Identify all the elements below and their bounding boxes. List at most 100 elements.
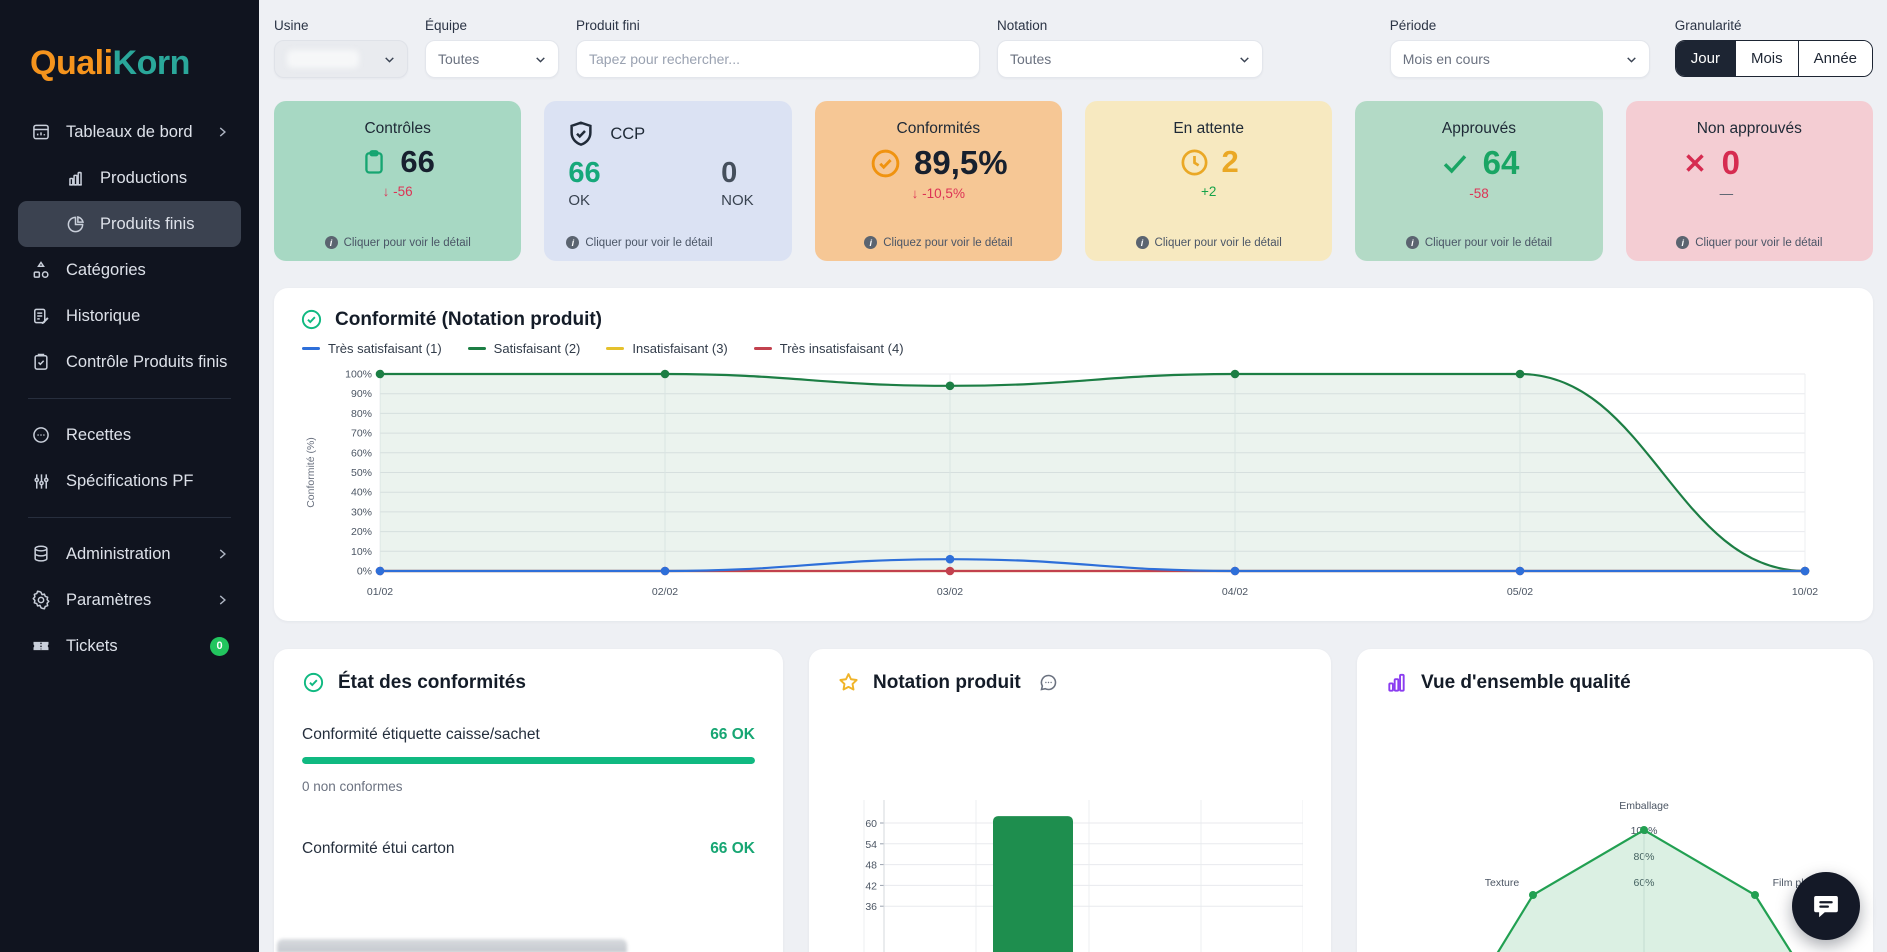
- periode-selected-value: Mois en cours: [1403, 51, 1490, 67]
- dashboard-icon: [30, 121, 52, 143]
- legend-swatch: [302, 347, 320, 351]
- sidebar-item-tickets[interactable]: Tickets 0: [18, 623, 241, 669]
- sidebar-item-historique[interactable]: Historique: [18, 293, 241, 339]
- chevron-right-icon: [215, 547, 229, 561]
- legend-swatch: [754, 347, 772, 351]
- chat-icon: [1811, 891, 1841, 921]
- bottom-cards-row: État des conformités Conformité étiquett…: [274, 649, 1873, 952]
- kpi-title: Non approuvés: [1697, 120, 1802, 138]
- svg-text:36: 36: [865, 901, 877, 913]
- sidebar-item-productions[interactable]: Productions: [18, 155, 241, 201]
- chat-fab-button[interactable]: [1792, 872, 1860, 940]
- sidebar-item-label: Contrôle Produits finis: [66, 353, 229, 372]
- chevron-right-icon: [215, 593, 229, 607]
- legend-item: Très satisfaisant (1): [302, 341, 442, 356]
- sidebar-item-label: Tickets: [66, 637, 196, 656]
- quality-radar-chart: Emballage100%80%60%TextureFilm plastique: [1385, 786, 1845, 952]
- svg-text:10%: 10%: [351, 546, 372, 558]
- etat-conformites-panel: État des conformités Conformité étiquett…: [274, 649, 783, 952]
- equipe-select[interactable]: Toutes: [425, 40, 559, 78]
- filter-bar: Usine Équipe Toutes Produit fini Notatio…: [274, 18, 1873, 78]
- svg-text:30%: 30%: [351, 506, 372, 518]
- info-icon: i: [1406, 236, 1419, 249]
- x-icon: [1680, 148, 1710, 178]
- logo-part-1: Quali: [30, 44, 113, 82]
- svg-text:100%: 100%: [345, 369, 372, 381]
- badge-check-icon: [300, 308, 323, 331]
- kpi-card-en-attente[interactable]: En attente 2 +2 iCliquer pour voir le dé…: [1085, 101, 1332, 261]
- main-content: Usine Équipe Toutes Produit fini Notatio…: [259, 0, 1887, 952]
- kpi-card-approuves[interactable]: Approuvés 64 -58 iCliquer pour voir le d…: [1355, 101, 1602, 261]
- sidebar-item-parametres[interactable]: Paramètres: [18, 577, 241, 623]
- svg-text:60%: 60%: [351, 447, 372, 459]
- sidebar: QualiKorn Tableaux de bord Productions P…: [0, 0, 259, 952]
- filter-equipe: Équipe Toutes: [425, 18, 559, 78]
- svg-text:04/02: 04/02: [1222, 586, 1248, 598]
- kpi-title: Conformités: [897, 120, 981, 138]
- granularite-option-annee[interactable]: Année: [1798, 41, 1872, 76]
- info-icon: i: [325, 236, 338, 249]
- check-circle-icon: [869, 147, 902, 180]
- granularite-label: Granularité: [1675, 18, 1873, 33]
- svg-text:60: 60: [865, 818, 877, 830]
- sidebar-item-tableaux-de-bord[interactable]: Tableaux de bord: [18, 109, 241, 155]
- equipe-selected-value: Toutes: [438, 51, 479, 67]
- kpi-title: CCP: [610, 125, 645, 144]
- filter-right-group: Période Mois en cours Granularité Jour M…: [1390, 18, 1873, 78]
- kpi-delta: -58: [1469, 186, 1489, 201]
- message-dots-icon: [30, 424, 52, 446]
- granularite-option-jour[interactable]: Jour: [1676, 41, 1735, 76]
- svg-text:05/02: 05/02: [1507, 586, 1533, 598]
- svg-text:Emballage: Emballage: [1619, 800, 1669, 812]
- comment-icon[interactable]: [1038, 672, 1059, 693]
- history-icon: [30, 305, 52, 327]
- conformity-subtext: 0 non conformes: [302, 779, 755, 794]
- periode-select[interactable]: Mois en cours: [1390, 40, 1650, 78]
- clipboard-check-icon: [30, 351, 52, 373]
- pie-chart-icon: [64, 213, 86, 235]
- chevron-down-icon: [1625, 53, 1637, 65]
- sidebar-item-label: Produits finis: [100, 215, 229, 234]
- produit-fini-search-input[interactable]: [589, 51, 967, 67]
- usine-select[interactable]: [274, 40, 408, 78]
- chevron-down-icon: [534, 53, 546, 65]
- sidebar-item-label: Tableaux de bord: [66, 123, 201, 142]
- star-icon: [837, 671, 860, 694]
- produit-fini-search: [576, 40, 980, 78]
- sidebar-item-produits-finis[interactable]: Produits finis: [18, 201, 241, 247]
- svg-text:40%: 40%: [351, 487, 372, 499]
- produit-fini-label: Produit fini: [576, 18, 980, 33]
- svg-text:Texture: Texture: [1485, 877, 1520, 889]
- sidebar-item-controle-produits-finis[interactable]: Contrôle Produits finis: [18, 339, 241, 385]
- sidebar-item-specifications-pf[interactable]: Spécifications PF: [18, 458, 241, 504]
- categories-icon: [30, 259, 52, 281]
- sidebar-item-label: Spécifications PF: [66, 472, 229, 491]
- equipe-label: Équipe: [425, 18, 559, 33]
- sidebar-item-recettes[interactable]: Recettes: [18, 412, 241, 458]
- kpi-title: Contrôles: [364, 120, 430, 138]
- granularite-option-mois[interactable]: Mois: [1735, 41, 1798, 76]
- legend-item: Insatisfaisant (3): [606, 341, 727, 356]
- notation-select[interactable]: Toutes: [997, 40, 1263, 78]
- filter-granularite: Granularité Jour Mois Année: [1675, 18, 1873, 78]
- database-icon: [30, 543, 52, 565]
- sidebar-divider: [28, 517, 231, 518]
- blurred-artifact: [277, 939, 627, 952]
- sidebar-nav: Tableaux de bord Productions Produits fi…: [0, 109, 259, 669]
- kpi-card-ccp[interactable]: CCP 66 OK 0 NOK iCliquer pour voir le dé…: [544, 101, 791, 261]
- conformity-label: Conformité étui carton: [302, 840, 455, 858]
- filter-usine: Usine: [274, 18, 408, 78]
- logo-part-2: Korn: [113, 44, 190, 82]
- kpi-card-conformites[interactable]: Conformités 89,5% ↓ -10,5% iCliquez pour…: [815, 101, 1062, 261]
- kpi-delta: +2: [1201, 184, 1216, 199]
- chart-title: Conformité (Notation produit): [335, 309, 602, 331]
- kpi-card-controles[interactable]: Contrôles 66 ↓ -56 iCliquer pour voir le…: [274, 101, 521, 261]
- kpi-card-non-approuves[interactable]: Non approuvés 0 — iCliquer pour voir le …: [1626, 101, 1873, 261]
- sidebar-item-categories[interactable]: Catégories: [18, 247, 241, 293]
- kpi-delta: ↓ -56: [383, 184, 413, 199]
- info-icon: i: [566, 236, 579, 249]
- chevron-right-icon: [215, 125, 229, 139]
- svg-text:0%: 0%: [357, 566, 372, 578]
- sidebar-item-administration[interactable]: Administration: [18, 531, 241, 577]
- ccp-nok-value: 0: [721, 157, 754, 190]
